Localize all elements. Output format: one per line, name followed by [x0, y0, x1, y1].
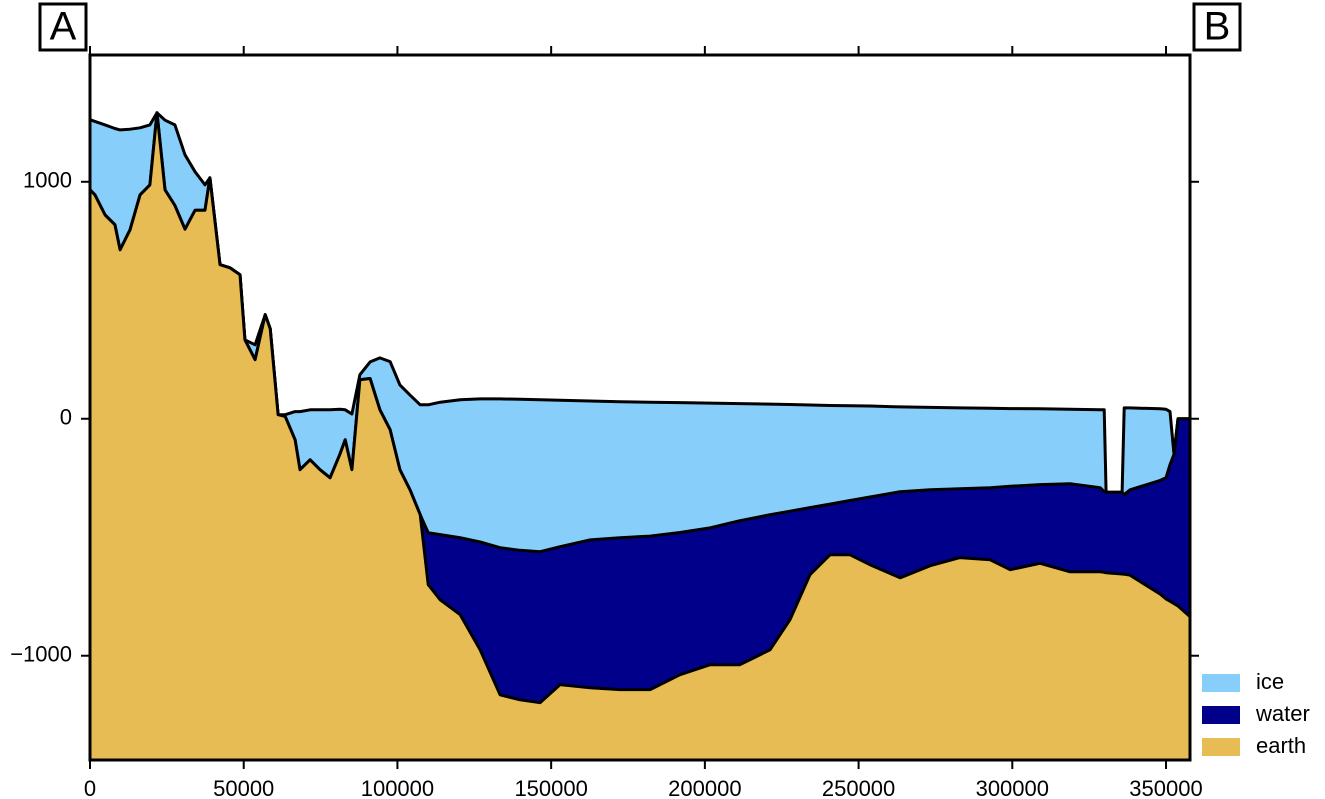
x-tick-label: 350000 — [1129, 776, 1202, 799]
x-tick-label: 300000 — [976, 776, 1049, 799]
legend-label: ice — [1256, 669, 1284, 694]
legend-swatch — [1202, 706, 1240, 724]
x-tick-label: 100000 — [361, 776, 434, 799]
label-box — [1192, 2, 1242, 52]
right-label: B — [1204, 5, 1231, 49]
layer-outline — [89, 111, 1190, 494]
label-box — [38, 2, 88, 52]
x-tick-label: 200000 — [668, 776, 741, 799]
plot-area — [88, 111, 1191, 761]
layer-fill — [90, 112, 1190, 761]
x-tick-label: 50000 — [213, 776, 274, 799]
x-tick-label: 250000 — [822, 776, 895, 799]
legend-label: water — [1255, 701, 1310, 726]
plot-frame — [88, 53, 1192, 762]
layer-outline — [88, 111, 1191, 705]
y-tick-label: −1000 — [10, 642, 72, 667]
left-label: A — [50, 5, 77, 49]
y-tick-label: 1000 — [23, 168, 72, 193]
x-tick-label: 150000 — [514, 776, 587, 799]
x-tick-label: 0 — [84, 776, 96, 799]
y-tick-label: 0 — [60, 405, 72, 430]
legend-label: earth — [1256, 733, 1306, 758]
legend-swatch — [1202, 738, 1240, 756]
legend-swatch — [1202, 674, 1240, 692]
